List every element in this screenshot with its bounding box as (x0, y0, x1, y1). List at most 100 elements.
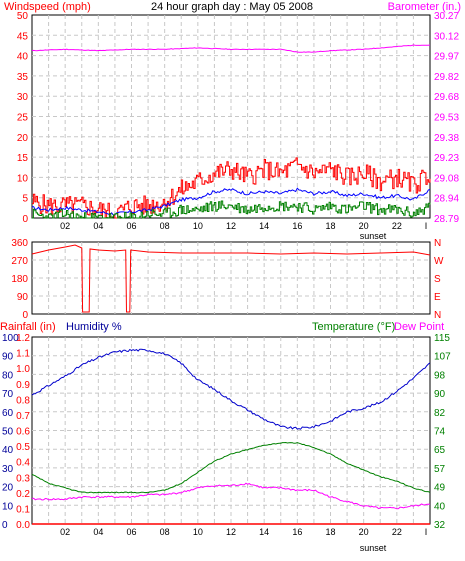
x-tick-label: 12 (226, 221, 236, 231)
x-tick-label: 16 (292, 221, 302, 231)
temperature-line (31, 441, 431, 494)
x-tick-label: 06 (126, 527, 136, 537)
temperature-tick-label: 40 (434, 501, 446, 512)
barometer-tick-label: 29.53 (434, 113, 459, 124)
humidity-line (31, 348, 431, 430)
temperature-tick-label: 82 (434, 408, 446, 419)
dew_point-line (31, 482, 431, 510)
wind-tick-label: 45 (17, 31, 29, 42)
wind-tick-label: 30 (17, 92, 29, 103)
wind_speed-line (32, 157, 431, 219)
rainfall-tick-label: 0.3 (16, 473, 30, 484)
barometer-tick-label: 29.82 (434, 72, 459, 83)
rainfall-tick-label: 1.2 (16, 333, 30, 344)
wind-tick-label: 35 (17, 72, 29, 83)
x-tick-label: 04 (93, 221, 103, 231)
humidity-tick-label: 20 (2, 483, 14, 494)
barometer-tick-label: 29.08 (434, 173, 459, 184)
x-tick-label: 04 (93, 527, 103, 537)
x-tick-label: 22 (392, 527, 402, 537)
rainfall-tick-label: 0.0 (16, 520, 30, 531)
temperature-tick-label: 115 (434, 333, 450, 344)
humidity-tick-label: 60 (2, 408, 14, 419)
temperature-tick-label: 90 (434, 389, 446, 400)
x-tick-label: 10 (193, 221, 203, 231)
x-tick-label: 08 (160, 527, 170, 537)
barometer-tick-label: 29.38 (434, 133, 459, 144)
x-tick-label: I (425, 527, 428, 537)
temperature-tick-label: 74 (434, 427, 446, 438)
humidity-tick-label: 10 (2, 501, 14, 512)
direction-tick-label: 180 (11, 274, 28, 285)
compass-tick-label: N (434, 310, 441, 321)
x-tick-label: 14 (259, 221, 269, 231)
wind_avg-line (31, 187, 431, 216)
compass-tick-label: S (434, 274, 441, 285)
temperature-tick-label: 107 (434, 352, 451, 363)
rainfall-tick-label: 0.9 (16, 380, 30, 391)
grid-lines (32, 15, 430, 524)
rainfall-tick-label: 1.1 (16, 349, 30, 360)
rainfall-tick-label: 0.2 (16, 489, 30, 500)
humidity-tick-label: 0 (2, 520, 8, 531)
chart-title: 24 hour graph day : May 05 2008 (151, 1, 313, 13)
tick-labels: 0 5 10 15 20 25 30 35 40 45 50 28.79 28.94 29.08 29.23… (2, 11, 459, 537)
x-tick-label: 16 (292, 527, 302, 537)
direction-tick-label: 360 (11, 238, 28, 249)
temperature-tick-label: 57 (434, 464, 446, 475)
direction-tick-label: 0 (22, 310, 28, 321)
rainfall-tick-label: 0.5 (16, 442, 30, 453)
x-tick-label: I (425, 221, 428, 231)
sunset-marker-top: sunset (360, 231, 387, 241)
compass-tick-label: W (434, 256, 444, 267)
compass-tick-label: E (434, 292, 441, 303)
barometer-tick-label: 30.27 (434, 11, 459, 22)
x-tick-label: 02 (60, 221, 70, 231)
wind-tick-label: 15 (17, 153, 29, 164)
barometer-tick-label: 29.68 (434, 92, 459, 103)
barometer-tick-label: 28.94 (434, 194, 459, 205)
humidity-axis-label: Humidity % (66, 321, 122, 333)
wind-tick-label: 10 (17, 173, 29, 184)
rainfall-axis-label: Rainfall (in) (0, 321, 56, 333)
humidity-tick-label: 90 (2, 352, 14, 363)
barometer-tick-label: 29.97 (434, 52, 459, 63)
wind-tick-label: 0 (22, 214, 28, 225)
humidity-tick-label: 40 (2, 445, 14, 456)
rainfall-tick-label: 1.0 (16, 364, 30, 375)
barometer-tick-label: 29.23 (434, 153, 459, 164)
direction-tick-label: 90 (17, 292, 29, 303)
barometer-line (31, 44, 431, 53)
rainfall-tick-label: 0.1 (16, 504, 30, 515)
humidity-tick-label: 80 (2, 370, 14, 381)
x-tick-label: 06 (126, 221, 136, 231)
temperature-tick-label: 49 (434, 483, 446, 494)
wind-tick-label: 40 (17, 52, 29, 63)
x-tick-label: 02 (60, 527, 70, 537)
x-tick-label: 20 (359, 527, 369, 537)
dewpoint-axis-label: Dew Point (394, 321, 444, 333)
wind-tick-label: 25 (17, 113, 29, 124)
rainfall-tick-label: 0.8 (16, 395, 30, 406)
compass-tick-label: N (434, 238, 441, 249)
temperature-tick-label: 32 (434, 520, 446, 531)
x-tick-label: 20 (359, 221, 369, 231)
x-tick-label: 14 (259, 527, 269, 537)
wind-tick-label: 5 (22, 194, 28, 205)
windspeed-axis-label: Windspeed (mph) (4, 1, 91, 13)
temperature-tick-label: 65 (434, 445, 446, 456)
x-tick-label: 18 (325, 221, 335, 231)
direction-tick-label: 270 (11, 256, 28, 267)
plot-frames (31, 14, 431, 525)
temperature-axis-label: Temperature (°F) (312, 321, 395, 333)
rainfall-tick-label: 0.6 (16, 427, 30, 438)
x-tick-label: 08 (160, 221, 170, 231)
rainfall-tick-label: 0.7 (16, 411, 30, 422)
temperature-tick-label: 98 (434, 370, 446, 381)
x-tick-label: 18 (325, 527, 335, 537)
humidity-tick-label: 100 (2, 333, 19, 344)
barometer-tick-label: 28.79 (434, 214, 459, 225)
wind-tick-label: 50 (17, 11, 29, 22)
